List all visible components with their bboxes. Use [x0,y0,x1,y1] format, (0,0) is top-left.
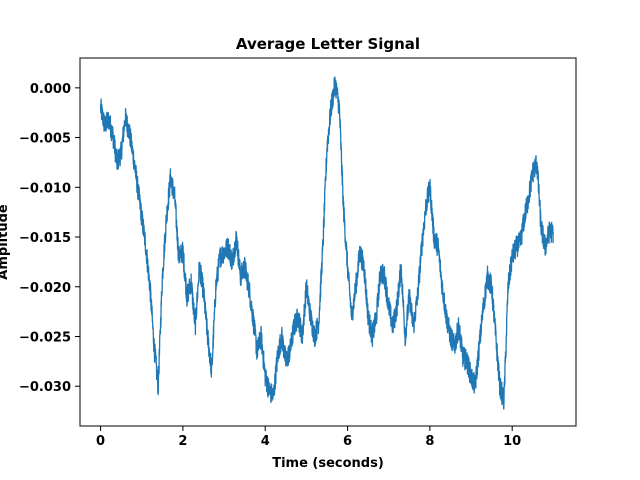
x-tick-label: 6 [343,434,352,449]
y-tick-label: 0.000 [30,82,71,97]
y-tick-label: −0.010 [19,181,71,196]
plot-area [79,57,577,427]
series-group [99,76,554,410]
y-tick-label: −0.015 [19,231,71,246]
y-axis: 0.000 −0.005 −0.010 −0.015 −0.020 −0.025 −0.03… [19,82,80,395]
plot-frame [79,57,577,427]
y-tick-label: −0.030 [19,380,71,395]
x-tick-label: 10 [503,434,521,449]
y-tick-label: −0.025 [19,330,71,345]
x-axis-label: Time (seconds) [272,456,384,471]
x-tick-label: 4 [261,434,270,449]
x-axis: 0 2 4 6 8 10 [96,426,521,449]
y-tick-label: −0.020 [19,281,71,296]
chart-title: Average Letter Signal [236,35,420,53]
y-tick-label: −0.005 [19,132,71,147]
x-tick-label: 8 [425,434,434,449]
x-tick-label: 2 [178,434,187,449]
series-line [99,76,554,410]
y-axis-label: Amplitude [0,204,11,280]
x-tick-label: 0 [96,434,105,449]
